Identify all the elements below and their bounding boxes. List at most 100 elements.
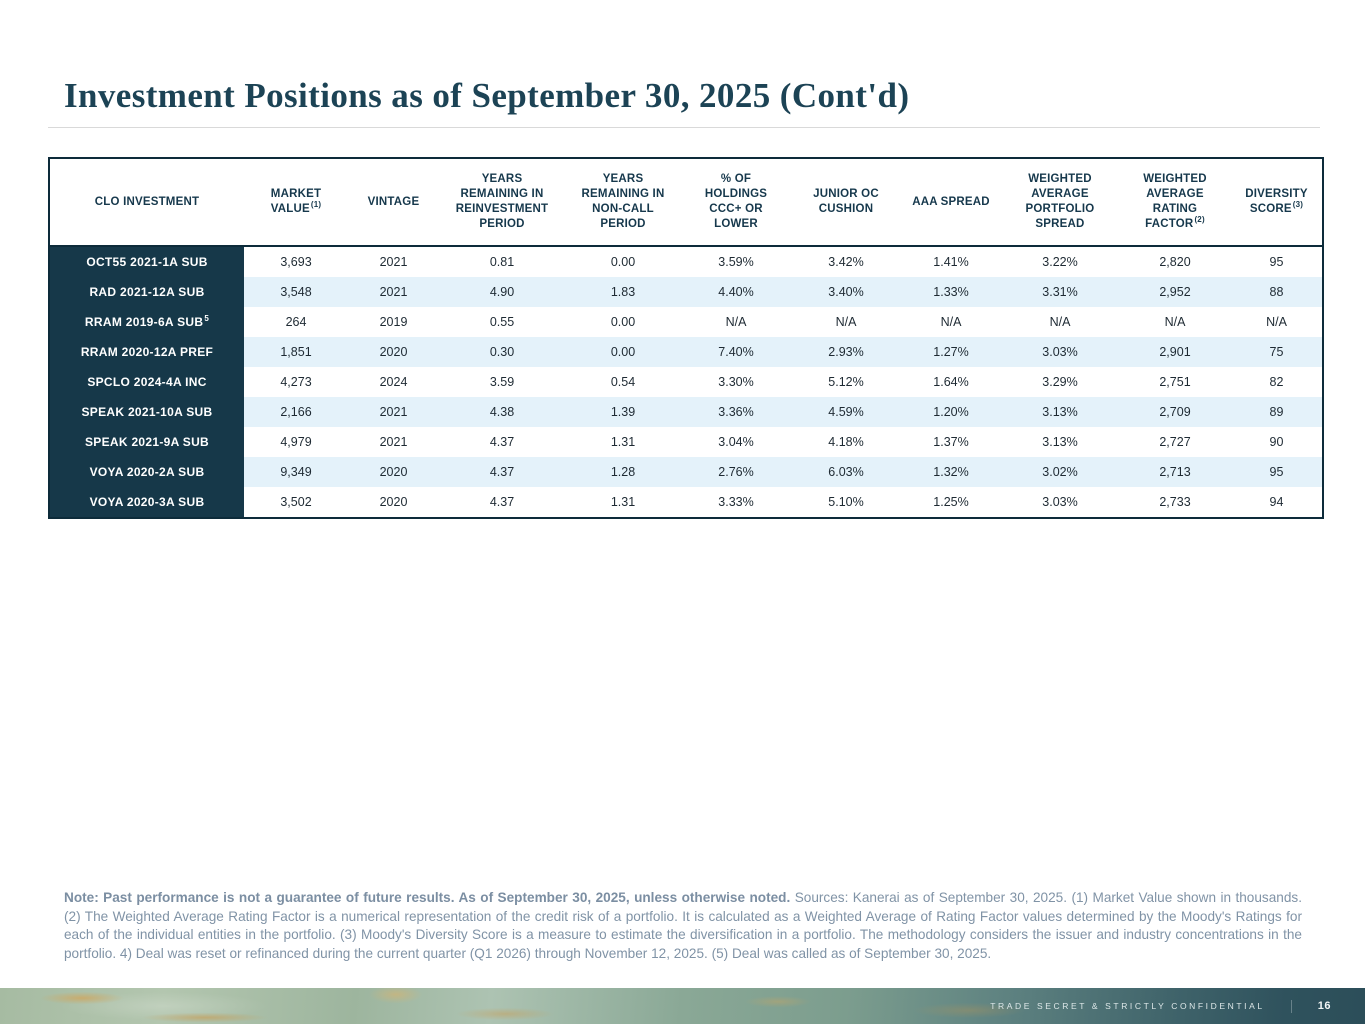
row-label: RRAM 2020-12A PREF: [49, 337, 244, 367]
table-row: SPEAK 2021-10A SUB 2,166 2021 4.38 1.39 3.36%…: [49, 397, 1323, 427]
cell: 3,502: [244, 487, 348, 518]
cell: 3.59%: [681, 246, 791, 277]
cell: 4.59%: [791, 397, 901, 427]
cell: N/A: [791, 307, 901, 337]
cell: 1.64%: [901, 367, 1001, 397]
cell: N/A: [1001, 307, 1119, 337]
table-header: CLO INVESTMENT MARKET VALUE(1) VINTAGE YEAR…: [49, 158, 1323, 247]
cell: 2,713: [1119, 457, 1231, 487]
footer-divider: [1290, 999, 1292, 1013]
cell: 2,820: [1119, 246, 1231, 277]
cell: 3.36%: [681, 397, 791, 427]
cell: 94: [1231, 487, 1323, 518]
cell: 3.13%: [1001, 397, 1119, 427]
cell: 90: [1231, 427, 1323, 457]
table-row: SPEAK 2021-9A SUB 4,979 2021 4.37 1.31 3.04% 4…: [49, 427, 1323, 457]
cell: 3.29%: [1001, 367, 1119, 397]
row-label: VOYA 2020-3A SUB: [49, 487, 244, 518]
column-header-1: MARKET VALUE(1): [244, 158, 348, 247]
row-label: SPEAK 2021-10A SUB: [49, 397, 244, 427]
cell: 3,693: [244, 246, 348, 277]
cell: 2020: [348, 487, 439, 518]
cell: 95: [1231, 246, 1323, 277]
cell: 1.31: [565, 487, 681, 518]
cell: 4.38: [439, 397, 565, 427]
cell: 1.39: [565, 397, 681, 427]
cell: 2.76%: [681, 457, 791, 487]
cell: 88: [1231, 277, 1323, 307]
cell: N/A: [1231, 307, 1323, 337]
cell: 1.27%: [901, 337, 1001, 367]
row-label: OCT55 2021-1A SUB: [49, 246, 244, 277]
row-label: VOYA 2020-2A SUB: [49, 457, 244, 487]
column-header-0: CLO INVESTMENT: [49, 158, 244, 247]
cell: 264: [244, 307, 348, 337]
cell: 4.18%: [791, 427, 901, 457]
cell: 5.12%: [791, 367, 901, 397]
cell: 0.54: [565, 367, 681, 397]
table-row: VOYA 2020-3A SUB 3,502 2020 4.37 1.31 3.33% 5.…: [49, 487, 1323, 518]
cell: 3.03%: [1001, 337, 1119, 367]
investment-positions-table: CLO INVESTMENT MARKET VALUE(1) VINTAGE YEAR…: [48, 157, 1324, 519]
footnote-bold: Note: Past performance is not a guarante…: [64, 890, 791, 905]
cell: 3.40%: [791, 277, 901, 307]
cell: 3.13%: [1001, 427, 1119, 457]
table-row: RAD 2021-12A SUB 3,548 2021 4.90 1.83 4.40% 3.…: [49, 277, 1323, 307]
cell: 1.37%: [901, 427, 1001, 457]
cell: 4,273: [244, 367, 348, 397]
footnote-regular: Sources: Kanerai as of September 30, 202…: [64, 890, 1302, 961]
cell: 2.93%: [791, 337, 901, 367]
table-header-row: CLO INVESTMENT MARKET VALUE(1) VINTAGE YEAR…: [49, 158, 1323, 247]
cell: 4.37: [439, 457, 565, 487]
column-header-9: WEIGHTED AVERAGE RATING FACTOR(2): [1119, 158, 1231, 247]
cell: 4.40%: [681, 277, 791, 307]
cell: 4.90: [439, 277, 565, 307]
page-title: Investment Positions as of September 30,…: [64, 76, 910, 115]
cell: 1.83: [565, 277, 681, 307]
cell: 1.28: [565, 457, 681, 487]
cell: 1.20%: [901, 397, 1001, 427]
column-header-3: YEARS REMAINING IN REINVESTMENT PERIOD: [439, 158, 565, 247]
cell: 3.22%: [1001, 246, 1119, 277]
cell: 2,901: [1119, 337, 1231, 367]
cell: 2021: [348, 397, 439, 427]
column-header-10: DIVERSITY SCORE(3): [1231, 158, 1323, 247]
cell: 4,979: [244, 427, 348, 457]
cell: 0.00: [565, 337, 681, 367]
row-label: SPCLO 2024-4A INC: [49, 367, 244, 397]
cell: 9,349: [244, 457, 348, 487]
investment-table-container: CLO INVESTMENT MARKET VALUE(1) VINTAGE YEAR…: [48, 157, 1324, 519]
cell: N/A: [901, 307, 1001, 337]
cell: 1,851: [244, 337, 348, 367]
footer-bar: TRADE SECRET & STRICTLY CONFIDENTIAL 16: [0, 988, 1365, 1024]
page-number: 16: [1317, 1000, 1331, 1012]
cell: 2,952: [1119, 277, 1231, 307]
cell: 75: [1231, 337, 1323, 367]
column-header-6: JUNIOR OC CUSHION: [791, 158, 901, 247]
cell: 2,733: [1119, 487, 1231, 518]
cell: 2024: [348, 367, 439, 397]
footnote: Note: Past performance is not a guarante…: [64, 889, 1302, 963]
title-divider: [48, 127, 1320, 128]
cell: 4.37: [439, 427, 565, 457]
cell: 0.81: [439, 246, 565, 277]
table-row: OCT55 2021-1A SUB 3,693 2021 0.81 0.00 3.59% 3…: [49, 246, 1323, 277]
cell: 3.59: [439, 367, 565, 397]
cell: 4.37: [439, 487, 565, 518]
cell: 6.03%: [791, 457, 901, 487]
cell: N/A: [681, 307, 791, 337]
row-label: RRAM 2019-6A SUB5: [49, 307, 244, 337]
cell: 1.25%: [901, 487, 1001, 518]
cell: 89: [1231, 397, 1323, 427]
column-header-8: WEIGHTED AVERAGE PORTFOLIO SPREAD: [1001, 158, 1119, 247]
cell: 3.30%: [681, 367, 791, 397]
cell: 2020: [348, 337, 439, 367]
cell: 2,709: [1119, 397, 1231, 427]
cell: 2020: [348, 457, 439, 487]
cell: 1.32%: [901, 457, 1001, 487]
cell: 5.10%: [791, 487, 901, 518]
cell: 2019: [348, 307, 439, 337]
cell: 3.04%: [681, 427, 791, 457]
cell: 2021: [348, 277, 439, 307]
